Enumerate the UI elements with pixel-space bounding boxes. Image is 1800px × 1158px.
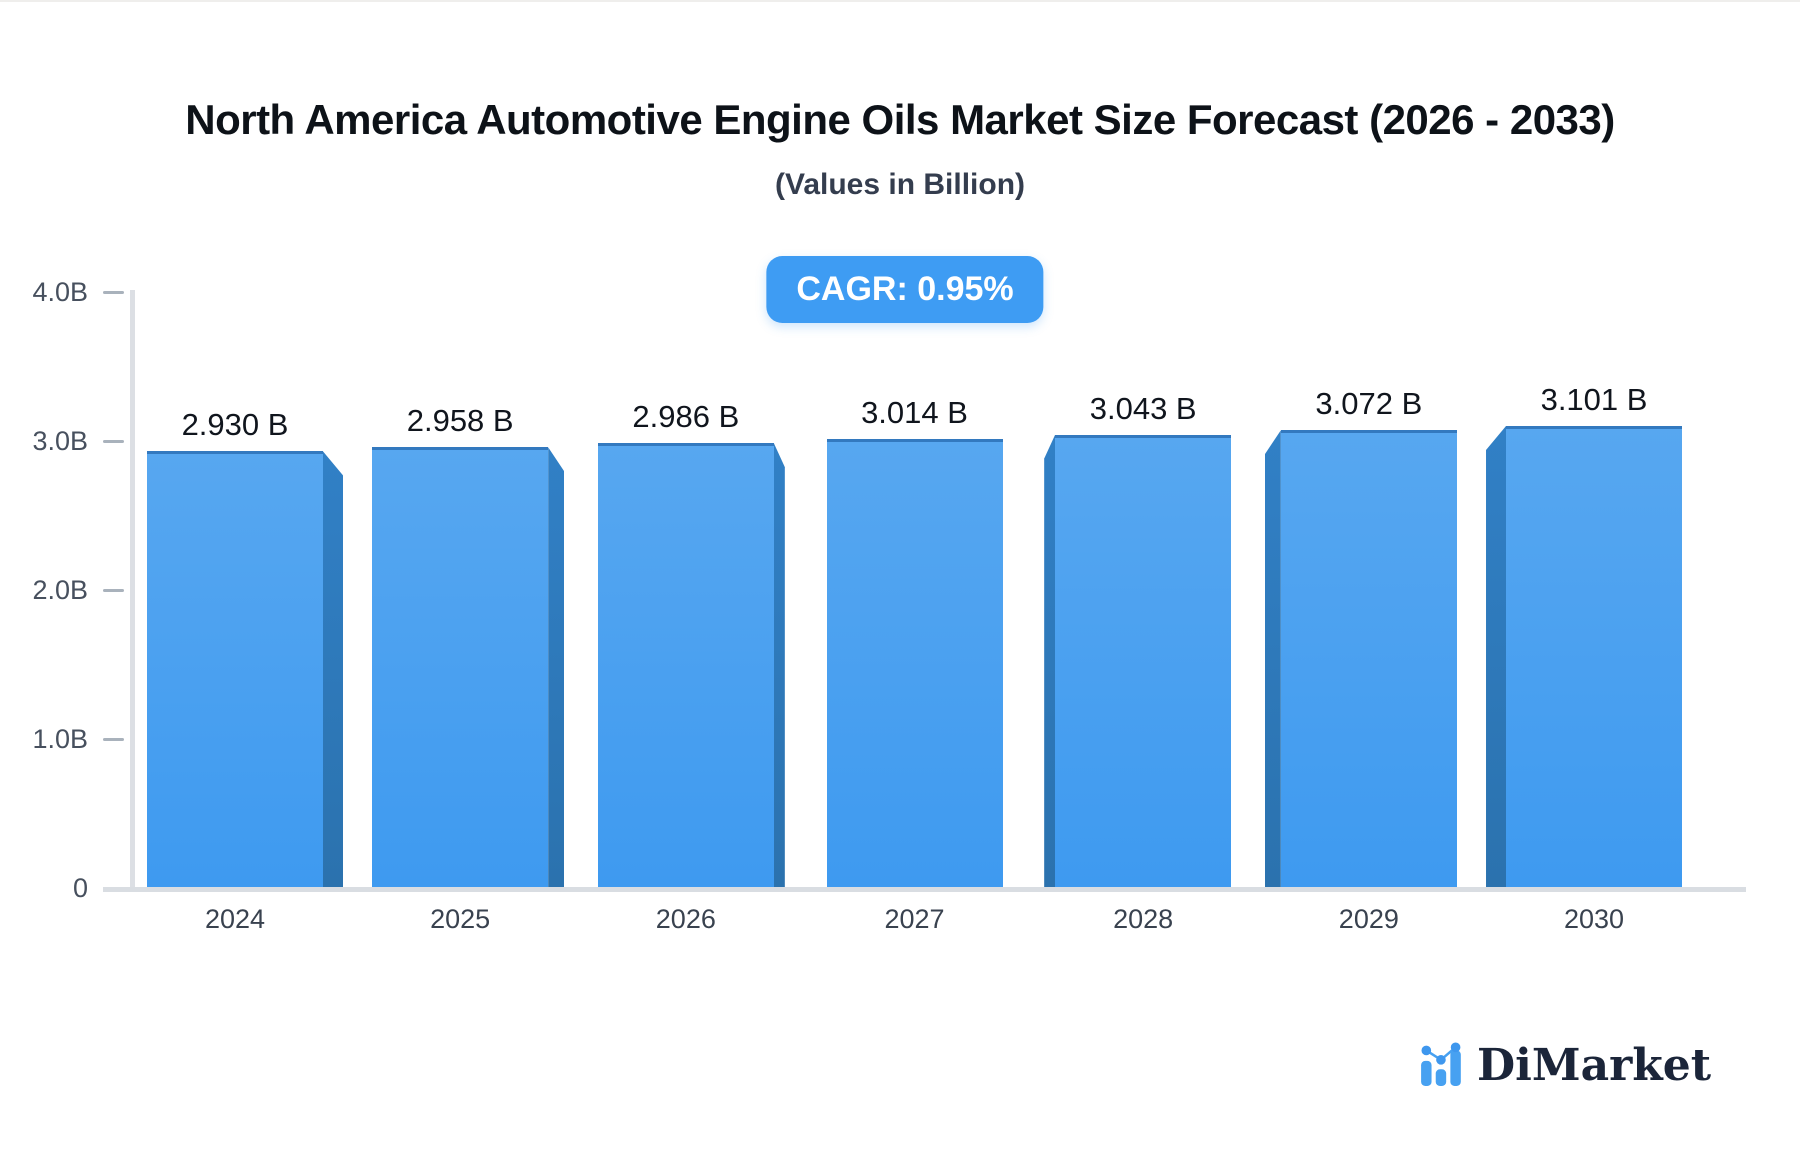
y-axis-line — [130, 290, 135, 888]
cagr-badge: CAGR: 0.95% — [766, 256, 1044, 323]
dimarket-bars-icon — [1421, 1042, 1461, 1086]
bar-value-label: 2.930 B — [181, 407, 289, 443]
bar-side-shade — [773, 443, 785, 888]
brand-logo-text: DiMarket — [1477, 1039, 1712, 1091]
bar-2027[interactable] — [826, 438, 1003, 888]
bar-2025[interactable] — [372, 447, 565, 888]
y-axis-tick-label: 1.0B — [32, 724, 88, 754]
x-axis-tick-label: 2028 — [1113, 904, 1174, 934]
x-axis-tick-label: 2030 — [1563, 904, 1625, 934]
y-axis-tick-mark — [103, 291, 124, 294]
bar-2029[interactable] — [1264, 430, 1457, 888]
bar-value-label: 3.101 B — [1540, 381, 1648, 417]
bar-face — [1055, 434, 1232, 888]
chart-title: North America Automotive Engine Oils Mar… — [185, 96, 1615, 143]
chart-subtitle: (Values in Billion) — [774, 168, 1026, 201]
bar-side-shade — [548, 447, 565, 888]
bar-value-label: 2.958 B — [406, 403, 514, 439]
bar-face — [1280, 430, 1457, 888]
y-axis-tick-mark — [103, 738, 124, 741]
bar-value-label: 3.043 B — [1089, 390, 1197, 426]
bar-face — [372, 447, 549, 888]
y-axis-tick-label: 4.0B — [32, 277, 88, 307]
x-axis-tick-label: 2025 — [430, 904, 491, 934]
x-axis-tick-label: 2024 — [204, 904, 266, 934]
bar-2026[interactable] — [597, 443, 785, 888]
bar-face — [1506, 425, 1683, 888]
x-axis-tick-label: 2029 — [1338, 904, 1399, 934]
y-axis-tick-label: 2.0B — [32, 575, 88, 605]
bar-side-shade — [1264, 430, 1281, 888]
bar-2028[interactable] — [1044, 434, 1232, 888]
y-axis-tick-label: 3.0B — [32, 426, 88, 456]
x-axis-baseline — [103, 887, 1746, 892]
bar-value-label: 3.014 B — [861, 394, 968, 430]
y-axis-tick-mark — [103, 589, 124, 592]
y-axis-tick-label: 0 — [72, 873, 88, 903]
bar-2024[interactable] — [147, 451, 343, 888]
brand-logo: DiMarket — [1420, 1039, 1712, 1091]
bar-side-shade — [1486, 425, 1507, 888]
bar-face — [147, 451, 323, 888]
bar-side-shade — [1044, 434, 1056, 888]
bar-side-shade — [323, 451, 343, 888]
bar-value-label: 3.072 B — [1315, 386, 1423, 422]
bar-face — [826, 438, 1003, 888]
x-axis-tick-label: 2026 — [655, 904, 716, 934]
bar-2030[interactable] — [1486, 425, 1683, 888]
y-axis-tick-mark — [103, 440, 124, 443]
bar-face — [597, 443, 774, 888]
x-axis-tick-label: 2027 — [884, 904, 945, 934]
bar-value-label: 2.986 B — [632, 399, 740, 435]
